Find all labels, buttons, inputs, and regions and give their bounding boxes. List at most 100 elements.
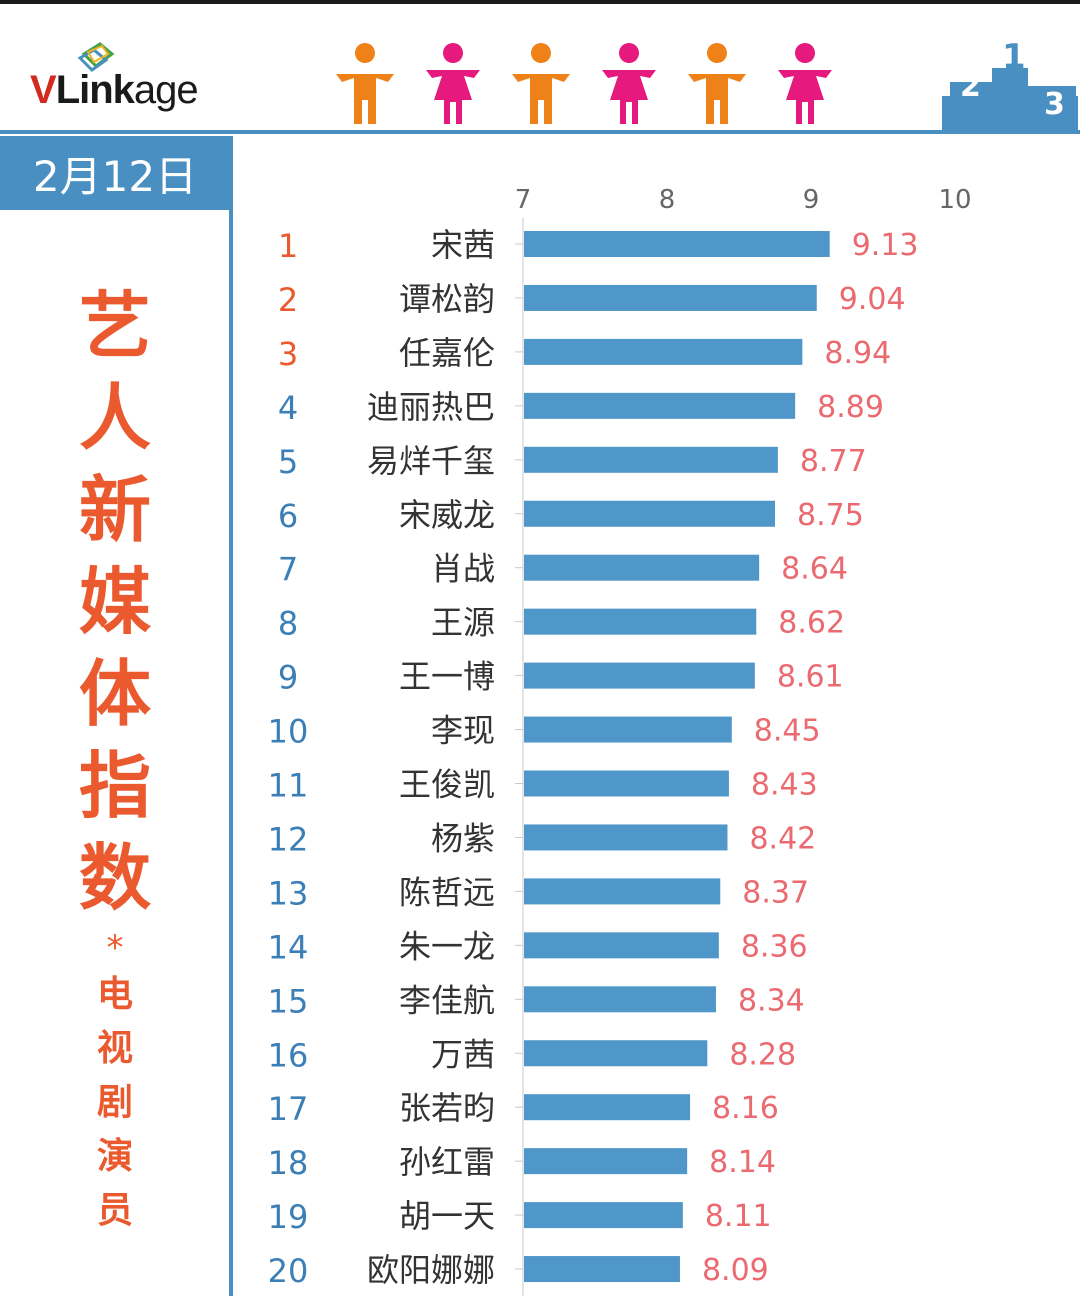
female-icon [426,43,480,124]
bar [524,284,817,311]
x-tick-label: 10 [938,185,971,215]
vlinkage-logo: VLinkage [30,40,230,112]
value-label: 8.14 [709,1145,776,1180]
category-label: 李现 [431,712,495,750]
male-icon [512,43,570,124]
rank-label: 14 [268,928,309,966]
value-label: 8.62 [778,606,845,641]
value-label: 8.34 [738,983,805,1018]
bar [524,770,729,797]
x-tick-label: 9 [803,185,820,215]
value-label: 9.13 [852,228,919,263]
category-label: 易烊千玺 [367,442,495,480]
rank-label: 13 [268,874,309,912]
category-label: 肖战 [431,550,495,588]
value-label: 8.94 [824,336,891,371]
bar [524,878,721,905]
chart-subtitle: 电视剧演员 [96,974,133,1231]
category-label: 谭松韵 [399,280,495,318]
podium-number-3: 3 [1044,87,1065,122]
bar [524,338,803,365]
bar [524,716,732,743]
chart-title: 艺人新媒体指数 [78,284,151,920]
category-label: 宋威龙 [399,496,495,534]
value-label: 8.11 [705,1199,772,1234]
value-label: 8.89 [817,390,884,425]
value-label: 8.37 [742,875,809,910]
bar [524,662,755,689]
x-tick-label: 8 [659,185,676,215]
logo-diamond-icon [77,42,115,72]
category-label: 杨紫 [431,819,495,857]
value-label: 8.42 [749,821,816,856]
category-label: 孙红雷 [399,1143,495,1181]
rank-label: 16 [268,1036,309,1074]
bar [524,446,778,473]
rank-label: 20 [268,1252,309,1290]
logo-wordmark: VLinkage [30,68,199,112]
category-label: 宋茜 [431,226,495,264]
category-label: 王源 [431,604,495,642]
category-label: 王俊凯 [399,766,495,804]
rank-label: 4 [278,389,298,427]
rank-label: 9 [278,659,298,697]
category-label: 任嘉伦 [399,334,495,372]
category-label: 欧阳娜娜 [367,1251,495,1289]
category-label: 王一博 [399,658,495,696]
male-icon [688,43,746,124]
value-label: 9.04 [839,282,906,317]
female-icon [778,43,832,124]
bar [524,608,757,635]
bar [524,231,830,257]
category-label: 胡一天 [399,1197,495,1235]
date-text: 2月12日 [32,151,198,201]
value-label: 8.36 [741,929,808,964]
rank-label: 10 [268,713,309,751]
rank-label: 19 [268,1198,309,1236]
category-label: 朱一龙 [399,927,495,965]
value-label: 8.77 [800,444,867,479]
top-strip [0,0,1080,4]
title-column: 艺人新媒体指数 * 电视剧演员 [60,280,170,1238]
rank-label: 17 [268,1090,309,1128]
bar [524,1256,680,1283]
header-divider [0,130,1080,134]
bar [524,1040,708,1067]
rank-label: 8 [278,605,298,643]
rank-label: 15 [268,982,309,1020]
value-label: 8.61 [777,660,844,695]
category-label: 万茜 [431,1035,495,1073]
rank-label: 7 [278,551,298,589]
value-label: 8.75 [797,498,864,533]
rank-label: 12 [268,820,309,858]
bar [524,824,728,851]
rank-label: 2 [278,281,298,319]
rank-label: 18 [268,1144,309,1182]
rank-label: 1 [278,227,298,265]
title-star: * [106,928,124,968]
value-label: 8.64 [781,552,848,587]
rank-label: 11 [268,767,309,805]
bar [524,1094,691,1121]
value-label: 8.43 [751,768,818,803]
category-label: 李佳航 [399,981,495,1019]
rank-label: 3 [278,335,298,373]
value-label: 8.09 [702,1253,769,1288]
rank-label: 6 [278,497,298,535]
female-icon [602,43,656,124]
category-label: 张若昀 [399,1089,495,1127]
bar [524,500,775,527]
bar [524,1202,683,1229]
bar [524,932,719,959]
value-label: 8.28 [729,1037,796,1072]
left-divider [229,136,233,1296]
date-badge: 2月12日 [0,136,230,210]
x-tick-label: 7 [515,185,532,215]
value-label: 8.16 [712,1091,779,1126]
bar [524,392,796,419]
bar [524,1148,688,1175]
podium-icon: 2 1 3 [942,37,1078,134]
value-label: 8.45 [754,714,821,749]
podium-number-2: 2 [960,69,981,104]
